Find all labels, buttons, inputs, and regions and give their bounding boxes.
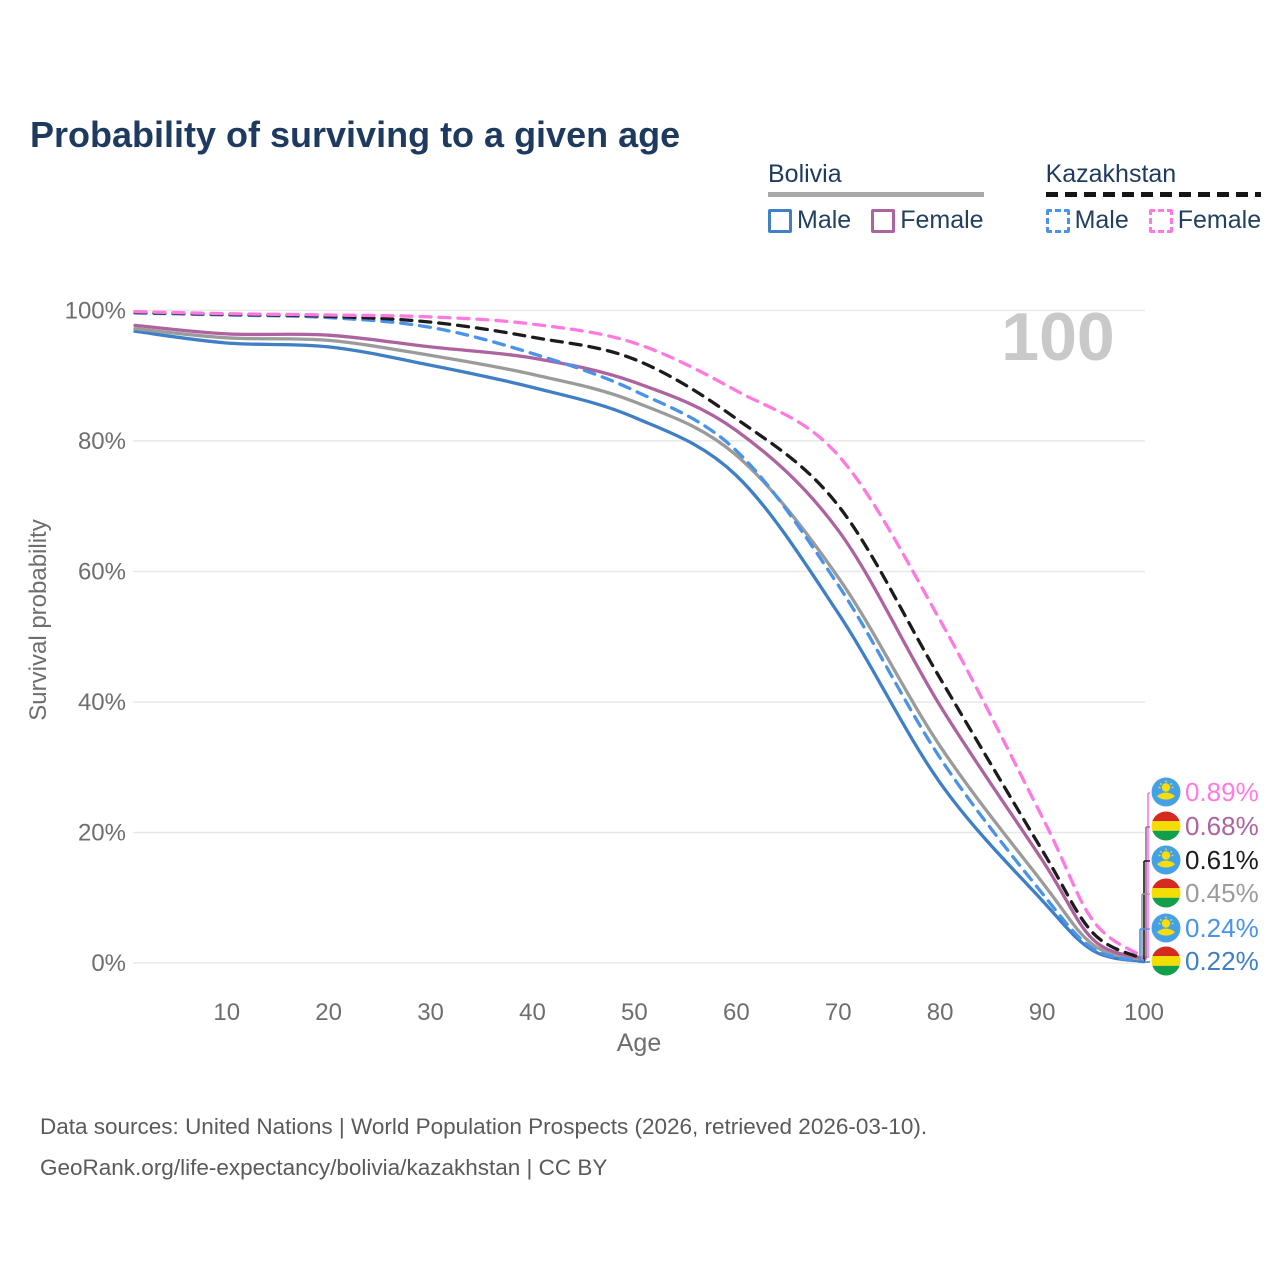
bolivia-female-checkbox[interactable] [871,208,896,233]
x-tick-label: 90 [1029,999,1056,1026]
bolivia-flag-icon [1151,878,1181,908]
line-bolivia-both-sexes [133,327,1146,962]
legend-item-bolivia-male[interactable]: Male [768,206,851,235]
end-label-connector [1144,792,1150,958]
footer: Data sources: United Nations | World Pop… [40,1106,927,1188]
axes: 0% 20% 40% 60% 80% 100% 10 20 30 40 50 60 70 80 90 100 A… [25,297,1164,1057]
bolivia-solid-line-swatch [768,192,984,197]
y-tick-label: 80% [78,428,126,455]
legend-item-kazakhstan-male[interactable]: Male [1045,206,1129,235]
x-tick-label: 60 [723,999,750,1026]
end-value-label: 0.22% [1185,946,1259,976]
kazakhstan-flag-icon [1150,844,1182,876]
x-tick-label: 80 [927,999,954,1026]
legend-group-bolivia: Bolivia Male Female [768,160,984,235]
page-title: Probability of surviving to a given age [30,114,681,156]
x-tick-label: 50 [621,999,648,1026]
x-tick-label: 70 [825,999,852,1026]
end-value-label: 0.45% [1185,878,1259,908]
x-tick-label: 100 [1124,999,1164,1026]
data-sources-line: Data sources: United Nations | World Pop… [40,1114,928,1139]
y-tick-label: 60% [78,558,126,585]
legend-group-kazakhstan: Kazakhstan Male Female [1045,160,1262,235]
bolivia-flag-icon [1151,811,1181,841]
x-tick-label: 40 [519,999,546,1026]
line-bolivia-female [133,323,1146,961]
legend-country-bolivia: Bolivia [768,160,842,188]
end-value-label: 0.61% [1185,845,1259,875]
end-value-label: 0.68% [1185,811,1259,841]
line-kazakhstan-both-sexes [133,310,1146,961]
legend-country-kazakhstan: Kazakhstan [1045,160,1177,188]
end-value-labels: 0.89% 0.68% 0.61%0.45% 0.24%0.22% [1137,776,1259,976]
line-kazakhstan-female [133,310,1146,959]
gridlines [133,309,1145,964]
legend-item-label: Female [1177,206,1262,234]
legend-item-label: Male [1074,206,1129,234]
legend-item-bolivia-female[interactable]: Female [871,206,984,235]
kazakhstan-flag-icon [1150,776,1182,808]
legend-item-label: Male [797,206,852,234]
attribution-line: GeoRank.org/life-expectancy/bolivia/kaza… [40,1155,608,1180]
y-tick-label: 0% [91,950,126,977]
kazakhstan-flag-icon [1150,912,1182,944]
bolivia-flag-icon [1151,946,1181,976]
bolivia-male-checkbox[interactable] [768,208,792,233]
end-label-connector [1143,860,1150,959]
x-tick-label: 30 [417,999,444,1026]
end-value-label: 0.24% [1185,913,1259,943]
end-value-label: 0.89% [1185,777,1259,807]
y-tick-label: 40% [78,689,126,716]
kazakhstan-female-checkbox[interactable] [1148,208,1173,233]
y-tick-label: 100% [65,297,126,324]
line-bolivia-male [133,329,1146,964]
line-kazakhstan-male [133,311,1146,964]
legend: Bolivia Male Female Kazakhstan Male Fema… [768,160,1262,235]
x-tick-label: 20 [315,999,342,1026]
end-label-connector [1144,826,1150,960]
legend-item-label: Female [900,206,984,234]
end-label-connector [1141,893,1150,961]
series-lines [133,310,1146,964]
x-tick-label: 10 [213,999,240,1026]
y-axis-title: Survival probability [25,519,52,720]
y-tick-label: 20% [78,819,126,846]
x-axis-title: Age [617,1029,661,1057]
hovered-age-watermark: 100 [1001,299,1114,375]
age-watermark: 100 [1001,299,1114,375]
legend-item-kazakhstan-female[interactable]: Female [1148,206,1262,235]
kazakhstan-dashed-line-swatch [1045,192,1262,197]
kazakhstan-male-checkbox[interactable] [1045,208,1070,233]
